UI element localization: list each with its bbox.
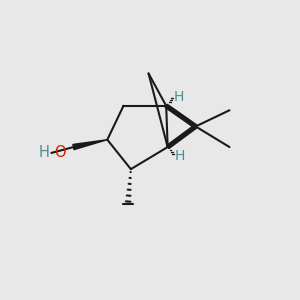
- Text: H: H: [174, 90, 184, 104]
- Polygon shape: [73, 140, 107, 150]
- Polygon shape: [167, 125, 197, 148]
- Text: O: O: [54, 145, 65, 160]
- Text: H: H: [38, 145, 49, 160]
- Polygon shape: [165, 104, 197, 128]
- Text: H: H: [174, 149, 184, 164]
